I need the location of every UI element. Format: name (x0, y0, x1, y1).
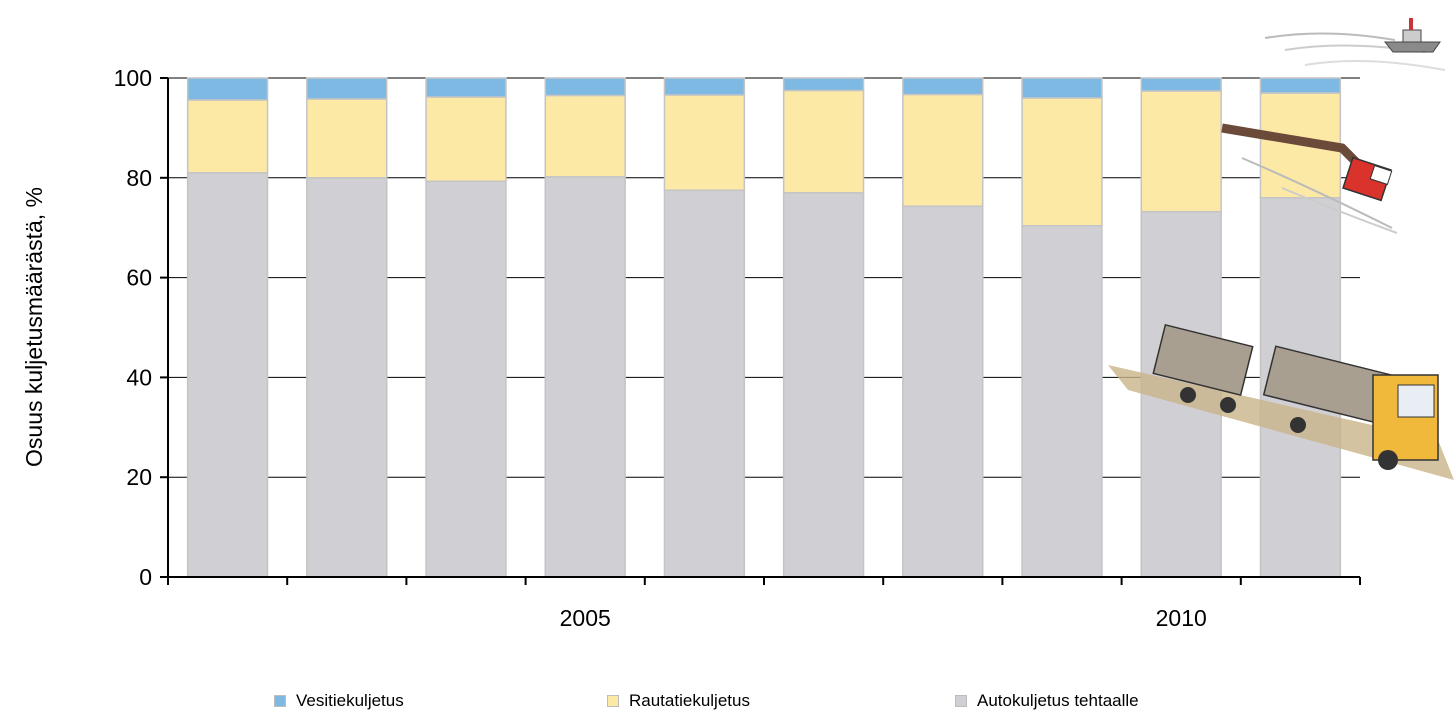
bar-segment-2008-1 (902, 93, 984, 207)
legend-swatch-water (274, 695, 286, 707)
legend-swatch-truck (955, 695, 967, 707)
legend: Vesitiekuljetus Rautatiekuljetus Autokul… (0, 691, 1454, 713)
bar-segment-2002-2 (186, 77, 269, 101)
bar-segment-2007-2 (782, 77, 865, 92)
bar-segment-2010-2 (1140, 77, 1222, 92)
bar-segment-2007-1 (782, 89, 865, 194)
x-tick-label-2010: 2010 (1156, 605, 1207, 631)
legend-label-water: Vesitiekuljetus (296, 691, 404, 710)
bar-segment-2008-2 (902, 77, 984, 96)
bar-segment-2002-0 (186, 172, 269, 578)
y-tick-labels: 0 20 40 60 80 100 (114, 65, 152, 590)
y-tick-label-0: 0 (139, 564, 152, 590)
legend-label-rail: Rautatiekuljetus (629, 691, 750, 710)
bar-segment-2002-1 (186, 99, 269, 174)
bar-segment-2005-0 (544, 176, 626, 578)
truck-illustration (1108, 323, 1454, 480)
bar-segment-2004-1 (425, 96, 507, 183)
bar-segment-2003-0 (306, 177, 388, 578)
bar-segment-2003-1 (306, 98, 388, 179)
bar-segment-2005-2 (544, 77, 626, 97)
bar-segment-2006-1 (663, 94, 746, 192)
legend-swatch-rail (607, 695, 619, 707)
y-tick-label-60: 60 (126, 265, 152, 291)
bar-segment-2008-0 (902, 205, 984, 578)
bars (186, 77, 1342, 578)
bar-segment-2006-0 (663, 189, 746, 578)
y-axis-label: Osuus kuljetusmäärästä, % (21, 187, 47, 467)
axes (160, 77, 1361, 585)
bar-segment-2009-0 (1021, 224, 1103, 578)
legend-label-truck: Autokuljetus tehtaalle (977, 691, 1139, 710)
bar-segment-2007-0 (782, 192, 865, 578)
bar-segment-2009-2 (1021, 77, 1103, 99)
legend-item-water: Vesitiekuljetus (274, 691, 404, 711)
legend-item-truck: Autokuljetus tehtaalle (955, 691, 1139, 711)
bar-segment-2006-2 (663, 77, 746, 96)
y-tick-label-100: 100 (114, 65, 152, 91)
y-tick-label-20: 20 (126, 464, 152, 490)
x-tick-labels: 2005 2010 (560, 605, 1207, 631)
x-tick-label-2005: 2005 (560, 605, 611, 631)
bar-segment-2004-2 (425, 77, 507, 98)
bar-segment-2004-0 (425, 180, 507, 578)
bar-segment-2011-2 (1259, 77, 1342, 94)
boat-illustration (1264, 18, 1446, 71)
train-illustration (1221, 123, 1398, 234)
bar-segment-2010-1 (1140, 90, 1222, 213)
bar-segment-2009-1 (1021, 97, 1103, 227)
legend-item-rail: Rautatiekuljetus (607, 691, 750, 711)
y-tick-label-80: 80 (126, 165, 152, 191)
bar-segment-2003-2 (306, 77, 388, 100)
bar-segment-2005-1 (544, 94, 626, 178)
y-tick-label-40: 40 (126, 364, 152, 390)
